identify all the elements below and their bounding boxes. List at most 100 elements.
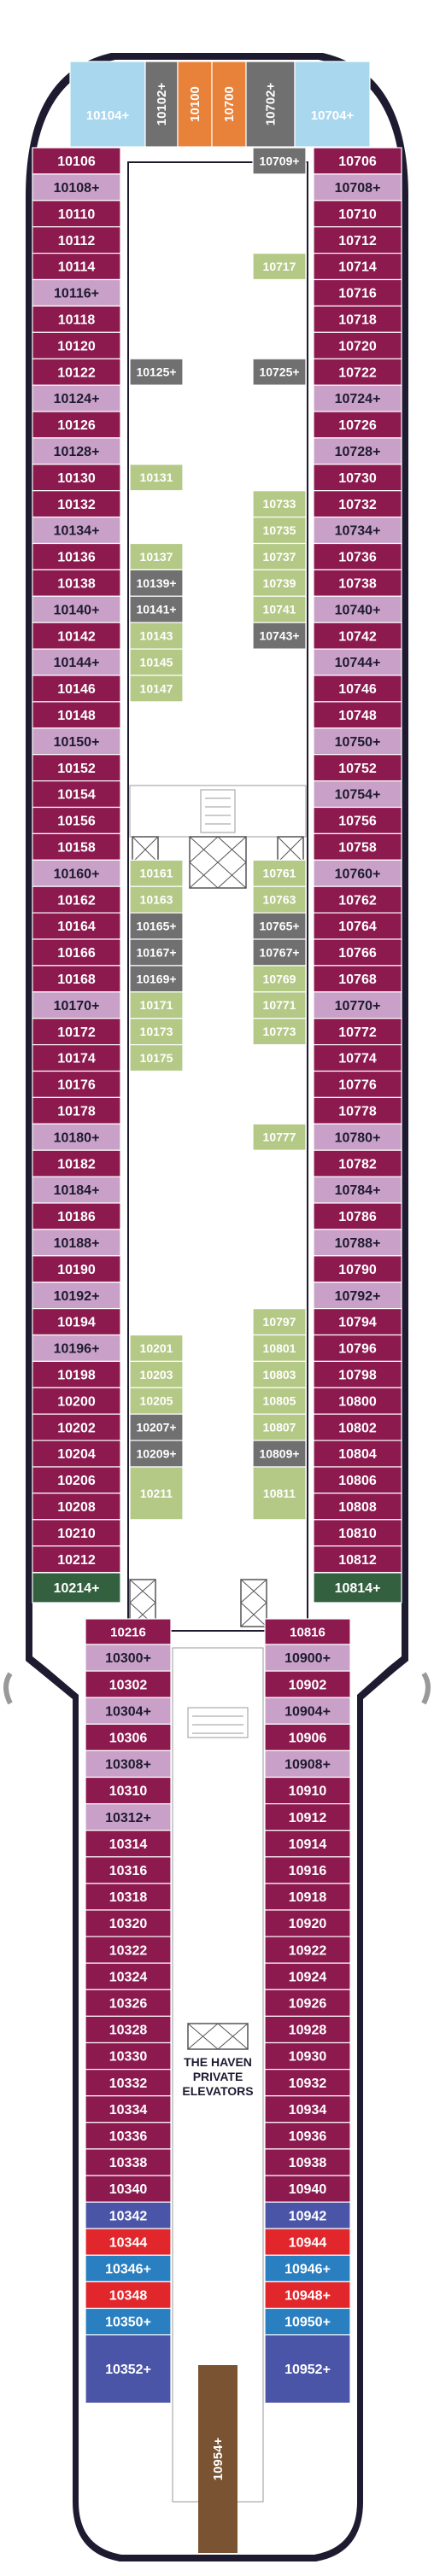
aft-stbd-cabin[interactable]: 10914 [264,1830,351,1858]
aft-stbd-cabin[interactable]: 10952+ [264,2334,351,2404]
aft-port-cabin[interactable]: 10310 [85,1776,172,1805]
port-cabin[interactable]: 10194 [32,1307,121,1336]
starboard-cabin[interactable]: 10766 [313,938,402,967]
starboard-cabin[interactable]: 10798 [313,1360,402,1388]
port-cabin[interactable]: 10134+ [32,516,121,545]
aft-port-cabin[interactable]: 10342 [85,2201,172,2229]
starboard-cabin[interactable]: 10728+ [313,437,402,465]
aft-stbd-cabin[interactable]: 10946+ [264,2254,351,2283]
starboard-cabin[interactable]: 10722 [313,358,402,386]
starboard-cabin[interactable]: 10802 [313,1413,402,1441]
interior-cabin-left[interactable]: 10173 [129,1018,184,1046]
interior-cabin-right[interactable]: 10773 [252,1018,307,1046]
aft-stbd-cabin[interactable]: 10924 [264,1962,351,1990]
interior-cabin-right[interactable]: 10797 [252,1307,307,1336]
aft-port-cabin[interactable]: 10350+ [85,2307,172,2336]
port-cabin[interactable]: 10142 [32,622,121,650]
starboard-cabin[interactable]: 10794 [313,1307,402,1336]
port-cabin[interactable]: 10124+ [32,384,121,412]
interior-cabin-left[interactable]: 10139+ [129,569,184,597]
port-cabin[interactable]: 10106 [32,147,121,175]
aft-port-cabin[interactable]: 10346+ [85,2254,172,2283]
aft-stbd-cabin[interactable]: 10922 [264,1936,351,1964]
port-cabin[interactable]: 10116+ [32,278,121,307]
aft-port-cabin[interactable]: 10302 [85,1670,172,1698]
aft-stbd-cabin[interactable]: 10944 [264,2228,351,2256]
port-cabin[interactable]: 10118 [32,305,121,333]
interior-cabin-left[interactable]: 10201 [129,1334,184,1362]
starboard-cabin[interactable]: 10752 [313,754,402,782]
starboard-cabin[interactable]: 10740+ [313,595,402,623]
port-cabin[interactable]: 10132 [32,490,121,518]
starboard-cabin[interactable]: 10810 [313,1519,402,1547]
stbd-aft-start[interactable]: 10816 [264,1618,351,1645]
port-cabin[interactable]: 10210 [32,1519,121,1547]
port-cabin[interactable]: 10108+ [32,173,121,202]
interior-cabin-left[interactable]: 10141+ [129,595,184,623]
port-cabin[interactable]: 10126 [32,411,121,439]
starboard-cabin[interactable]: 10738 [313,569,402,597]
starboard-cabin[interactable]: 10754+ [313,780,402,809]
interior-cabin-right[interactable]: 10743+ [252,622,307,650]
port-cabin[interactable]: 10192+ [32,1282,121,1310]
interior-cabin-right[interactable]: 10769 [252,965,307,993]
aft-port-cabin[interactable]: 10308+ [85,1749,172,1779]
starboard-cabin[interactable]: 10786 [313,1202,402,1230]
aft-port-cabin[interactable]: 10324 [85,1962,172,1990]
port-cabin[interactable]: 10172 [32,1018,121,1046]
aft-port-cabin[interactable]: 10336 [85,2122,172,2150]
aft-port-cabin[interactable]: 10320 [85,1909,172,1937]
interior-cabin-left[interactable]: 10163 [129,885,184,914]
interior-cabin-left[interactable]: 10207+ [129,1413,184,1441]
aft-stbd-cabin[interactable]: 10920 [264,1909,351,1937]
starboard-cabin[interactable]: 10712 [313,226,402,254]
bow-suite[interactable]: 10100 [177,61,213,148]
port-cabin[interactable]: 10114 [32,253,121,281]
aft-port-cabin[interactable]: 10312+ [85,1803,172,1831]
port-cabin[interactable]: 10206 [32,1466,121,1494]
port-cabin[interactable]: 10174 [32,1043,121,1072]
stern-center-suite[interactable]: 10954+ [198,2365,238,2553]
aft-stbd-cabin[interactable]: 10926 [264,1989,351,2018]
interior-cabin-right[interactable]: 10811 [252,1466,307,1521]
interior-cabin-right[interactable]: 10803 [252,1360,307,1388]
interior-cabin-left[interactable]: 10211 [129,1466,184,1521]
interior-cabin-right[interactable]: 10709+ [252,147,307,175]
port-cabin[interactable]: 10162 [32,885,121,914]
aft-port-cabin[interactable]: 10334 [85,2095,172,2123]
port-cabin[interactable]: 10150+ [32,727,121,756]
aft-stbd-cabin[interactable]: 10900+ [264,1644,351,1672]
aft-stbd-cabin[interactable]: 10912 [264,1803,351,1831]
aft-stbd-cabin[interactable]: 10928 [264,2015,351,2044]
aft-port-cabin[interactable]: 10316 [85,1856,172,1884]
starboard-cabin[interactable]: 10720 [313,331,402,359]
bow-suite[interactable]: 10102+ [144,61,179,148]
starboard-cabin[interactable]: 10706 [313,147,402,175]
starboard-cabin[interactable]: 10718 [313,305,402,333]
port-cabin[interactable]: 10138 [32,569,121,597]
interior-cabin-right[interactable]: 10765+ [252,912,307,940]
starboard-cabin[interactable]: 10796 [313,1334,402,1362]
port-cabin[interactable]: 10160+ [32,859,121,887]
port-cabin[interactable]: 10128+ [32,437,121,465]
port-cabin[interactable]: 10188+ [32,1229,121,1257]
interior-cabin-right[interactable]: 10761 [252,859,307,887]
starboard-cabin[interactable]: 10732 [313,490,402,518]
port-cabin[interactable]: 10166 [32,938,121,967]
port-aft-start[interactable]: 10216 [85,1618,172,1645]
aft-port-cabin[interactable]: 10352+ [85,2334,172,2404]
port-cabin[interactable]: 10110 [32,200,121,228]
aft-stbd-cabin[interactable]: 10932 [264,2069,351,2097]
starboard-cabin[interactable]: 10726 [313,411,402,439]
interior-cabin-right[interactable]: 10805 [252,1387,307,1415]
bow-suite[interactable]: 10702+ [245,61,296,148]
aft-stbd-cabin[interactable]: 10918 [264,1883,351,1911]
starboard-cabin[interactable]: 10790 [313,1255,402,1283]
starboard-cabin[interactable]: 10764 [313,912,402,940]
starboard-cabin[interactable]: 10756 [313,806,402,834]
starboard-cabin[interactable]: 10744+ [313,648,402,676]
aft-stbd-cabin[interactable]: 10934 [264,2095,351,2123]
aft-stbd-cabin[interactable]: 10950+ [264,2307,351,2336]
aft-port-cabin[interactable]: 10304+ [85,1697,172,1725]
aft-port-cabin[interactable]: 10340 [85,2175,172,2203]
